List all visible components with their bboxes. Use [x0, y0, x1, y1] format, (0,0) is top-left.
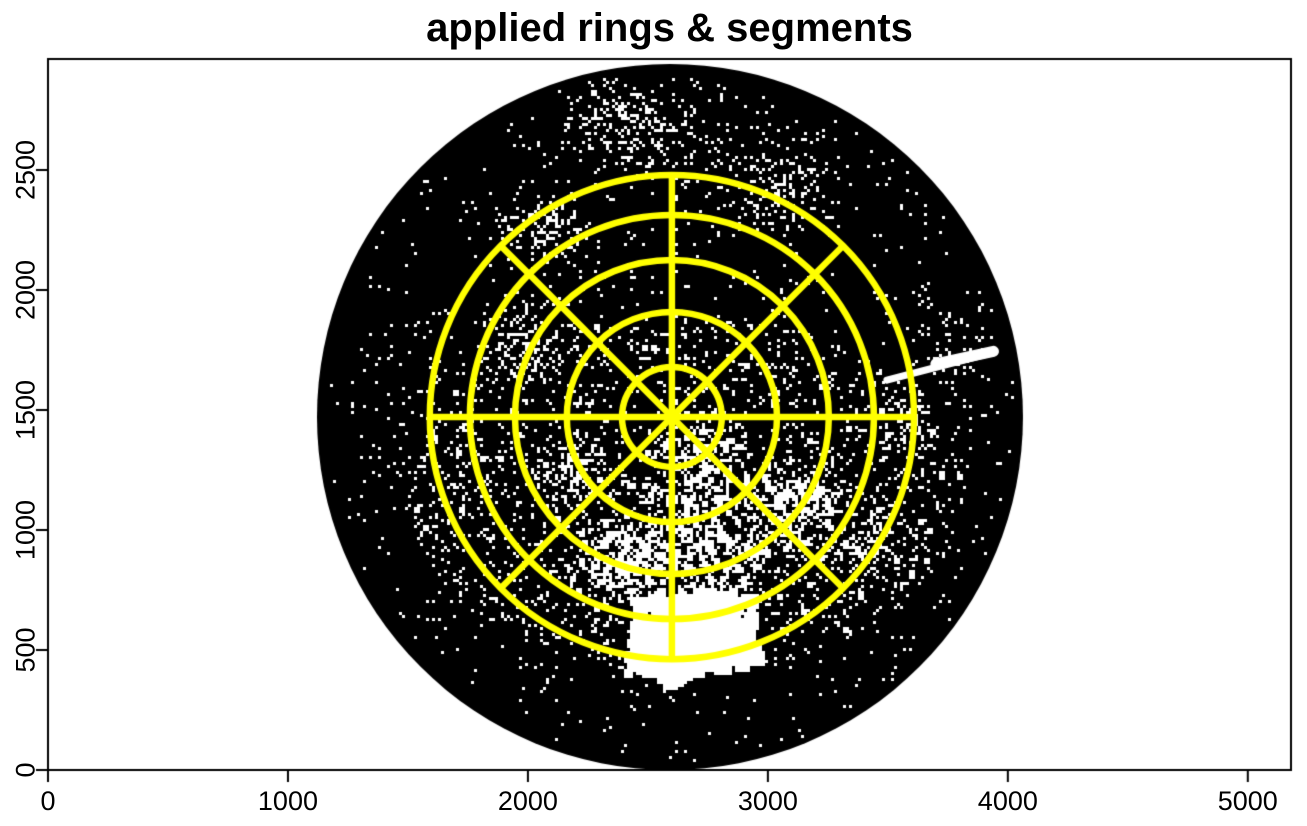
x-tick-label: 4000: [977, 786, 1038, 816]
x-tick-label: 5000: [1217, 786, 1278, 816]
y-tick-label: 2500: [10, 140, 41, 201]
y-tick-label: 0: [10, 762, 41, 778]
x-tick-label: 3000: [737, 786, 798, 816]
x-tick-label: 2000: [497, 786, 558, 816]
y-tick-label: 2000: [10, 260, 41, 321]
x-tick-label: 1000: [257, 786, 318, 816]
chart-title: applied rings & segments: [426, 6, 913, 50]
x-tick-label: 0: [40, 786, 56, 816]
y-tick-label: 1000: [10, 499, 41, 561]
y-tick-label: 1500: [10, 380, 41, 441]
y-tick-label: 500: [10, 627, 41, 673]
